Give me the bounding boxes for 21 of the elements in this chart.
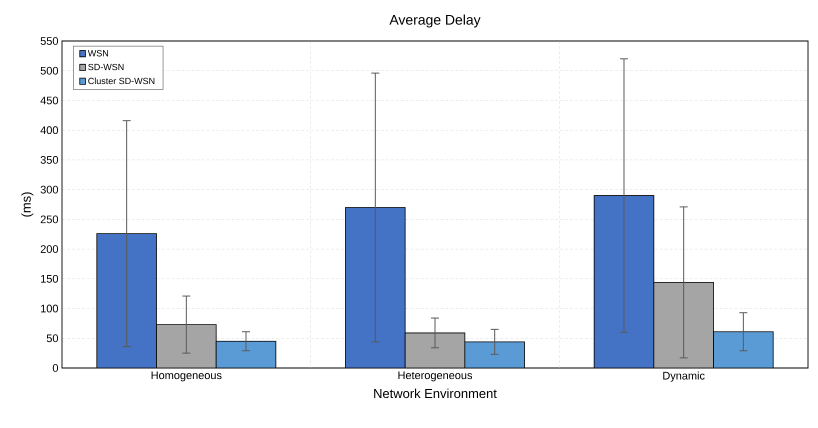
y-tick-label: 100 xyxy=(41,304,58,312)
y-tick-label: 300 xyxy=(40,186,58,194)
y-tick-label: 50 xyxy=(46,334,58,342)
y-tick-label: 500 xyxy=(40,66,58,75)
x-axis-title: Network Environment xyxy=(374,388,497,398)
x-tick-label: Homogeneous xyxy=(152,372,222,382)
y-tick-label: 200 xyxy=(40,245,58,253)
legend-label: SD-WSN xyxy=(88,64,124,70)
x-tick-label: Heterogeneous xyxy=(398,372,472,382)
y-tick-label: 0 xyxy=(52,364,58,372)
legend-label: Cluster SD-WSN xyxy=(88,78,154,84)
y-tick-label: 550 xyxy=(40,37,58,45)
y-tick-label: 250 xyxy=(40,215,58,224)
legend-label: WSN xyxy=(88,50,108,56)
y-tick-label: 350 xyxy=(40,156,58,164)
y-tick-label: 450 xyxy=(40,96,58,104)
chart-title: Average Delay xyxy=(389,14,481,28)
y-tick-label: 400 xyxy=(40,126,58,134)
y-axis-title: (ms) xyxy=(21,192,34,217)
x-tick-label: Dynamic xyxy=(663,372,705,382)
y-tick-label: 150 xyxy=(41,274,58,283)
